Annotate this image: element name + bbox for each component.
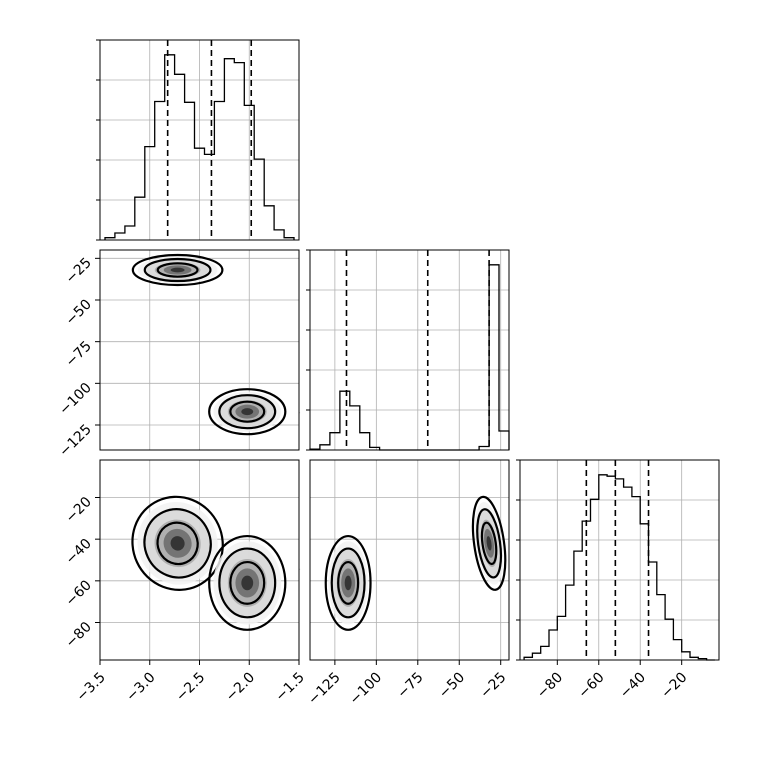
contour-line <box>208 388 287 436</box>
contour-line <box>229 400 266 423</box>
density-level <box>344 575 352 591</box>
panels-layer: −3.5 −3.0 −2.5 −2.0 −1.5−125 −100 −75 −50 −25 −80… <box>56 39 720 709</box>
contour-line <box>218 394 277 430</box>
x-tick-label: −2.0 <box>223 670 258 705</box>
contour-line <box>471 495 507 591</box>
y-tick-label: −75 <box>63 338 95 370</box>
panel-frame <box>99 39 300 241</box>
x-tick-label: −40 <box>617 670 649 702</box>
contour-line <box>131 495 224 591</box>
x-tick-label: −25 <box>477 670 509 702</box>
contour-line <box>480 521 498 566</box>
x-tick-label: −125 <box>305 670 344 709</box>
panel-frame <box>99 249 300 451</box>
x-tick-label: −100 <box>347 670 386 709</box>
contour-line <box>229 560 266 605</box>
contour-line <box>476 508 503 579</box>
x-tick-label: −75 <box>394 670 426 702</box>
panel-frame <box>309 459 510 661</box>
histogram-p1 <box>104 54 295 240</box>
contour-line <box>324 534 372 631</box>
x-tick-label: −60 <box>575 670 607 702</box>
y-tick-label: −20 <box>63 494 95 526</box>
panel-frame <box>309 249 510 451</box>
x-tick-label: −20 <box>658 670 690 702</box>
x-tick-label: −1.5 <box>272 670 307 705</box>
x-tick-label: −3.5 <box>73 670 108 705</box>
contour-line <box>218 547 277 619</box>
contour-line <box>143 508 212 579</box>
density-level <box>486 536 492 551</box>
contour-line <box>143 257 212 283</box>
density-level <box>241 408 254 416</box>
contour-line <box>337 560 360 605</box>
contour-line <box>208 534 287 631</box>
y-tick-label: −60 <box>63 577 95 609</box>
contour-line <box>131 253 224 287</box>
contour-line <box>330 547 366 619</box>
x-tick-label: −50 <box>436 670 468 702</box>
density-level <box>170 267 185 273</box>
histogram-p3 <box>523 474 715 661</box>
y-tick-label: −40 <box>63 536 95 568</box>
y-tick-label: −125 <box>56 422 95 461</box>
contour-line <box>156 262 199 278</box>
y-tick-label: −25 <box>63 255 95 287</box>
density-level <box>170 536 185 551</box>
density-level <box>241 575 254 591</box>
x-tick-label: −2.5 <box>173 670 208 705</box>
y-tick-label: −100 <box>56 380 95 419</box>
x-tick-label: −3.0 <box>123 670 158 705</box>
contour-line <box>156 521 199 566</box>
histogram-p2 <box>309 264 510 451</box>
y-tick-label: −50 <box>63 297 95 329</box>
x-tick-label: −80 <box>534 670 566 702</box>
panel-frame <box>519 459 720 661</box>
y-tick-label: −80 <box>63 619 95 651</box>
